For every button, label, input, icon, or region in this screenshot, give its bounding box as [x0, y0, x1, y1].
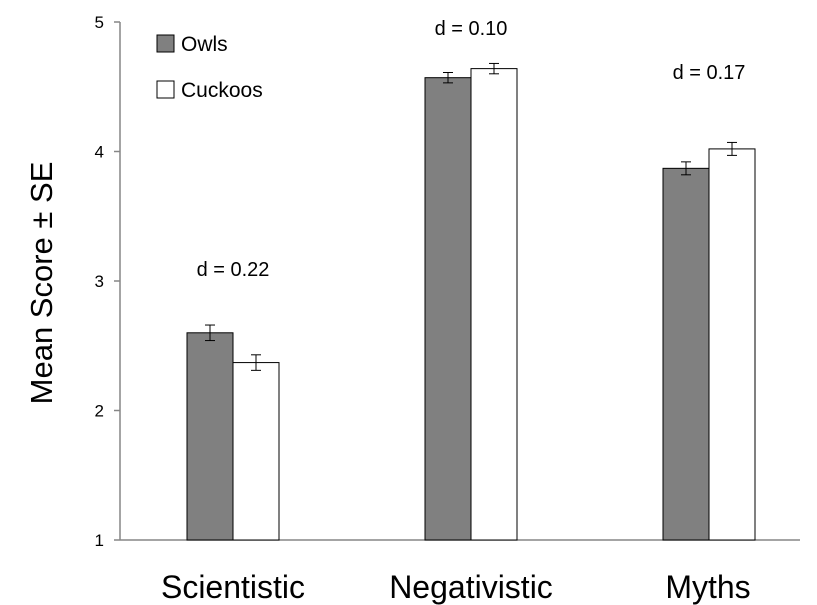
x-category-label: Scientistic [161, 569, 305, 605]
legend-swatch-cuckoos [157, 81, 174, 98]
y-tick-label: 3 [95, 272, 104, 291]
legend-label-owls: Owls [181, 33, 228, 56]
bar-cuckoos [709, 149, 755, 540]
y-tick-label: 5 [95, 13, 104, 32]
y-tick-label: 2 [95, 402, 104, 421]
bar-cuckoos [233, 363, 279, 540]
effect-size-label: d = 0.22 [197, 259, 270, 281]
bar-owls [425, 78, 471, 540]
bar-owls [663, 168, 709, 540]
x-category-label: Negativistic [389, 569, 553, 605]
effect-size-label: d = 0.17 [673, 62, 746, 84]
bar-owls [187, 333, 233, 540]
y-tick-label: 4 [95, 143, 104, 162]
x-category-labels: Scientistic Negativistic Myths [161, 569, 751, 605]
effect-size-label: d = 0.10 [435, 18, 508, 40]
legend: Owls Cuckoos [157, 33, 263, 102]
bar-cuckoos [471, 69, 517, 540]
bars [187, 69, 755, 540]
y-axis-label: Mean Score ± SE [24, 162, 59, 405]
legend-label-cuckoos: Cuckoos [181, 79, 263, 102]
y-tick-label: 1 [95, 531, 104, 550]
x-category-label: Myths [665, 569, 750, 605]
legend-swatch-owls [157, 35, 174, 52]
y-ticks: 1 2 3 4 5 [95, 13, 120, 550]
